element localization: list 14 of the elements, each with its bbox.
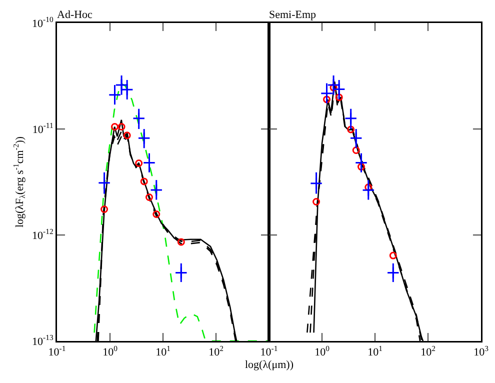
x-tick-label: 10$^{0}$	[314, 344, 330, 359]
chart-title: Ad-Hoc	[57, 8, 93, 21]
x-axis-title: log(λ(μm))	[245, 359, 294, 371]
x-tick-label: 10$^{2}$	[420, 344, 436, 359]
y-tick-label: 10$^{-12}$	[32, 227, 54, 242]
x-tick-label: 10$^{0}$	[102, 344, 118, 359]
y-tick-label: 10$^{-10}$	[32, 15, 54, 30]
x-tick-label: 10$^{3}$	[474, 344, 489, 359]
x-tick-label: 10$^{1}$	[368, 344, 383, 359]
x-tick-label: 10$^{1}$	[156, 344, 171, 359]
x-tick-label: 10$^{2}$	[208, 344, 224, 359]
y-tick-label: 10$^{-11}$	[32, 121, 54, 136]
x-tick-label: 10$^{-1}$	[260, 344, 278, 359]
chart-title: Semi-Emp	[269, 8, 317, 21]
